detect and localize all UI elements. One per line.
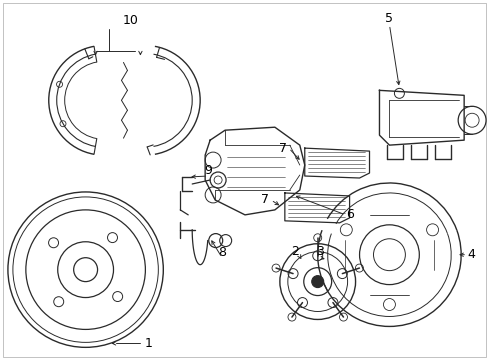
Text: 1: 1 [144,337,152,350]
Text: 8: 8 [218,246,225,259]
Text: 4: 4 [466,248,474,261]
Text: 7: 7 [278,141,286,155]
Text: 9: 9 [204,163,212,176]
Text: 2: 2 [290,245,298,258]
Text: 5: 5 [385,12,393,25]
Text: 6: 6 [345,208,353,221]
Text: 7: 7 [261,193,268,206]
Text: 10: 10 [122,14,138,27]
Circle shape [311,276,323,288]
Text: 3: 3 [315,245,323,258]
